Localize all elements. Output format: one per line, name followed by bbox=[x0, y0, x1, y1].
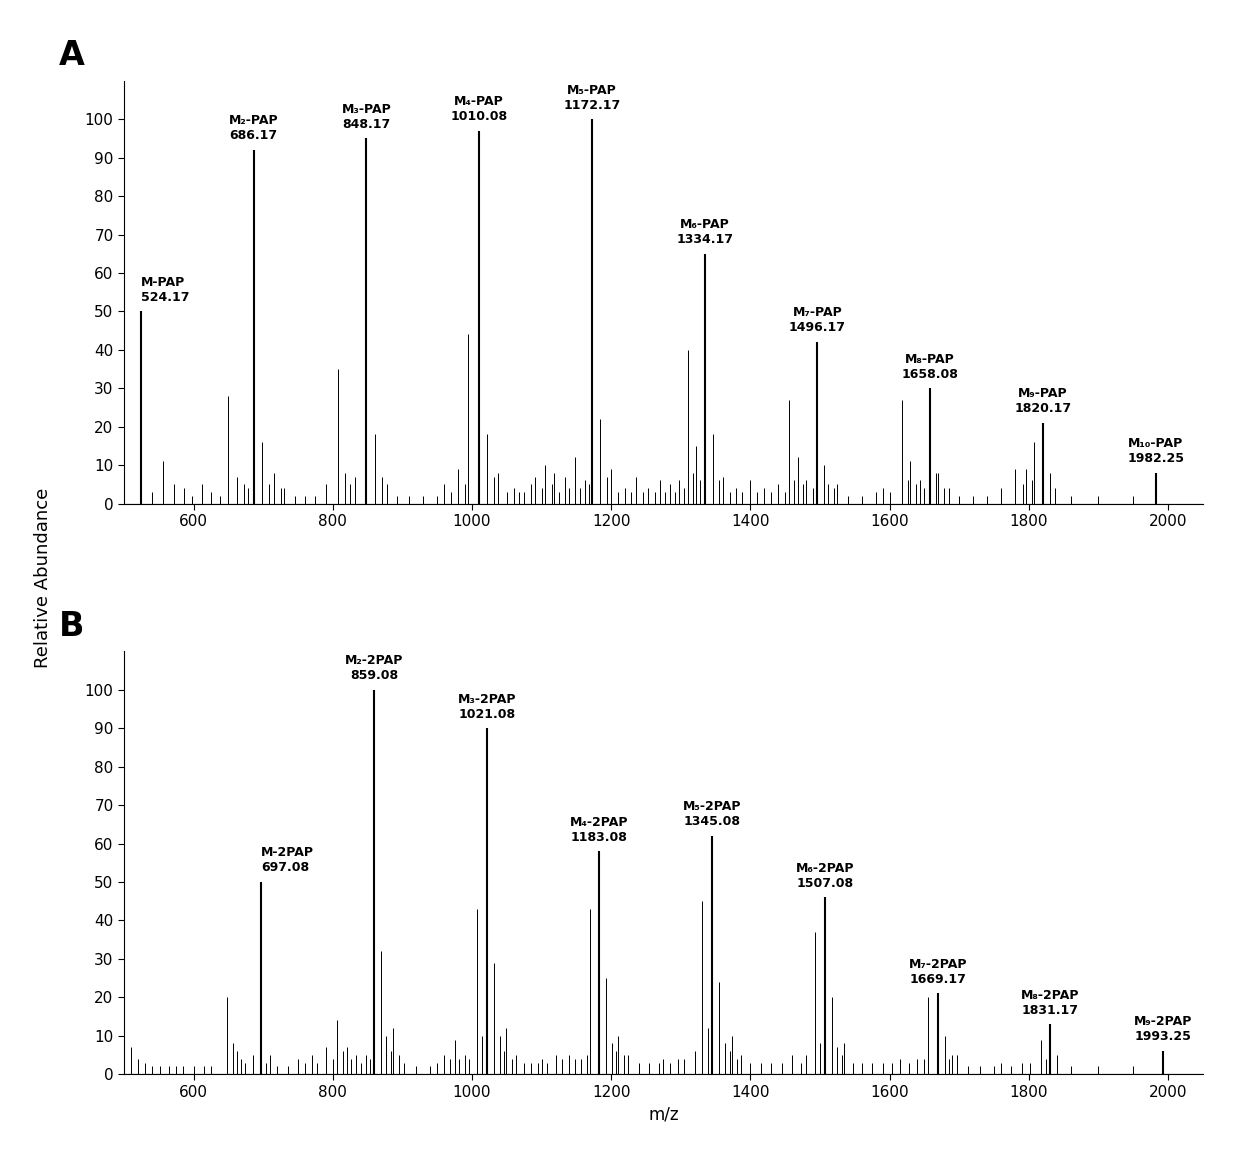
Text: M₉-2PAP
1993.25: M₉-2PAP 1993.25 bbox=[1135, 1015, 1193, 1043]
Text: M-PAP
524.17: M-PAP 524.17 bbox=[141, 276, 190, 304]
Text: M₇-2PAP
1669.17: M₇-2PAP 1669.17 bbox=[909, 957, 967, 985]
Text: M₉-PAP
1820.17: M₉-PAP 1820.17 bbox=[1014, 387, 1071, 415]
Text: M₈-2PAP
1831.17: M₈-2PAP 1831.17 bbox=[1022, 989, 1080, 1016]
Text: A: A bbox=[60, 39, 86, 73]
Text: M-2PAP
697.08: M-2PAP 697.08 bbox=[262, 847, 314, 874]
Text: M₂-2PAP
859.08: M₂-2PAP 859.08 bbox=[345, 654, 403, 683]
Text: M₇-PAP
1496.17: M₇-PAP 1496.17 bbox=[789, 306, 846, 335]
Text: M₅-2PAP
1345.08: M₅-2PAP 1345.08 bbox=[683, 800, 742, 828]
Text: M₆-PAP
1334.17: M₆-PAP 1334.17 bbox=[676, 218, 733, 246]
Text: M₃-2PAP
1021.08: M₃-2PAP 1021.08 bbox=[458, 693, 516, 721]
Text: M₅-PAP
1172.17: M₅-PAP 1172.17 bbox=[563, 83, 620, 112]
Text: M₆-2PAP
1507.08: M₆-2PAP 1507.08 bbox=[796, 862, 854, 889]
Text: M₄-2PAP
1183.08: M₄-2PAP 1183.08 bbox=[570, 815, 629, 843]
Text: Relative Abundance: Relative Abundance bbox=[35, 487, 52, 668]
Text: M₃-PAP
848.17: M₃-PAP 848.17 bbox=[341, 103, 391, 131]
Text: B: B bbox=[60, 610, 84, 643]
Text: M₁₀-PAP
1982.25: M₁₀-PAP 1982.25 bbox=[1127, 437, 1184, 465]
Text: M₄-PAP
1010.08: M₄-PAP 1010.08 bbox=[450, 95, 507, 124]
Text: M₂-PAP
686.17: M₂-PAP 686.17 bbox=[228, 114, 279, 142]
Text: M₈-PAP
1658.08: M₈-PAP 1658.08 bbox=[901, 352, 959, 380]
X-axis label: m/z: m/z bbox=[649, 1105, 678, 1123]
